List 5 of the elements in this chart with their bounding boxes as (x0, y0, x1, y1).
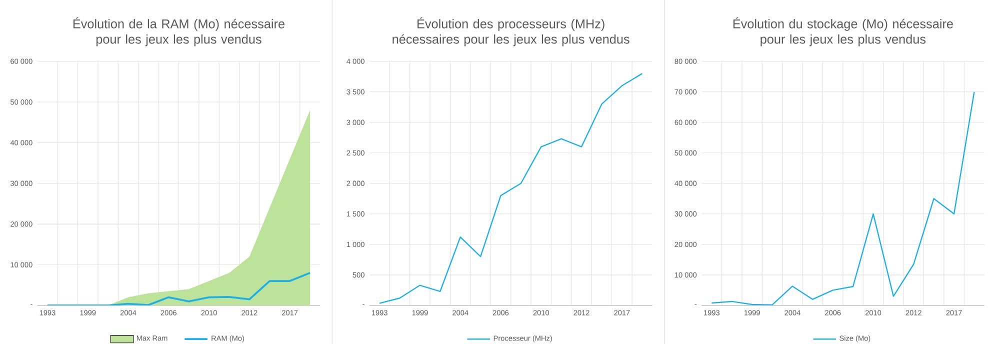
chart-title: Évolution des processeurs (MHz) nécessaires pour les jeux les plus vendus (392, 17, 630, 46)
line-series (378, 72, 643, 304)
chart-title: Évolution de la RAM (Mo) nécessaire pour les jeux les plus vendus (73, 17, 284, 46)
line-series (711, 91, 975, 306)
chart-title: Évolution du stockage (Mo) nécessaire pour les jeux les plus vendus (733, 17, 953, 46)
